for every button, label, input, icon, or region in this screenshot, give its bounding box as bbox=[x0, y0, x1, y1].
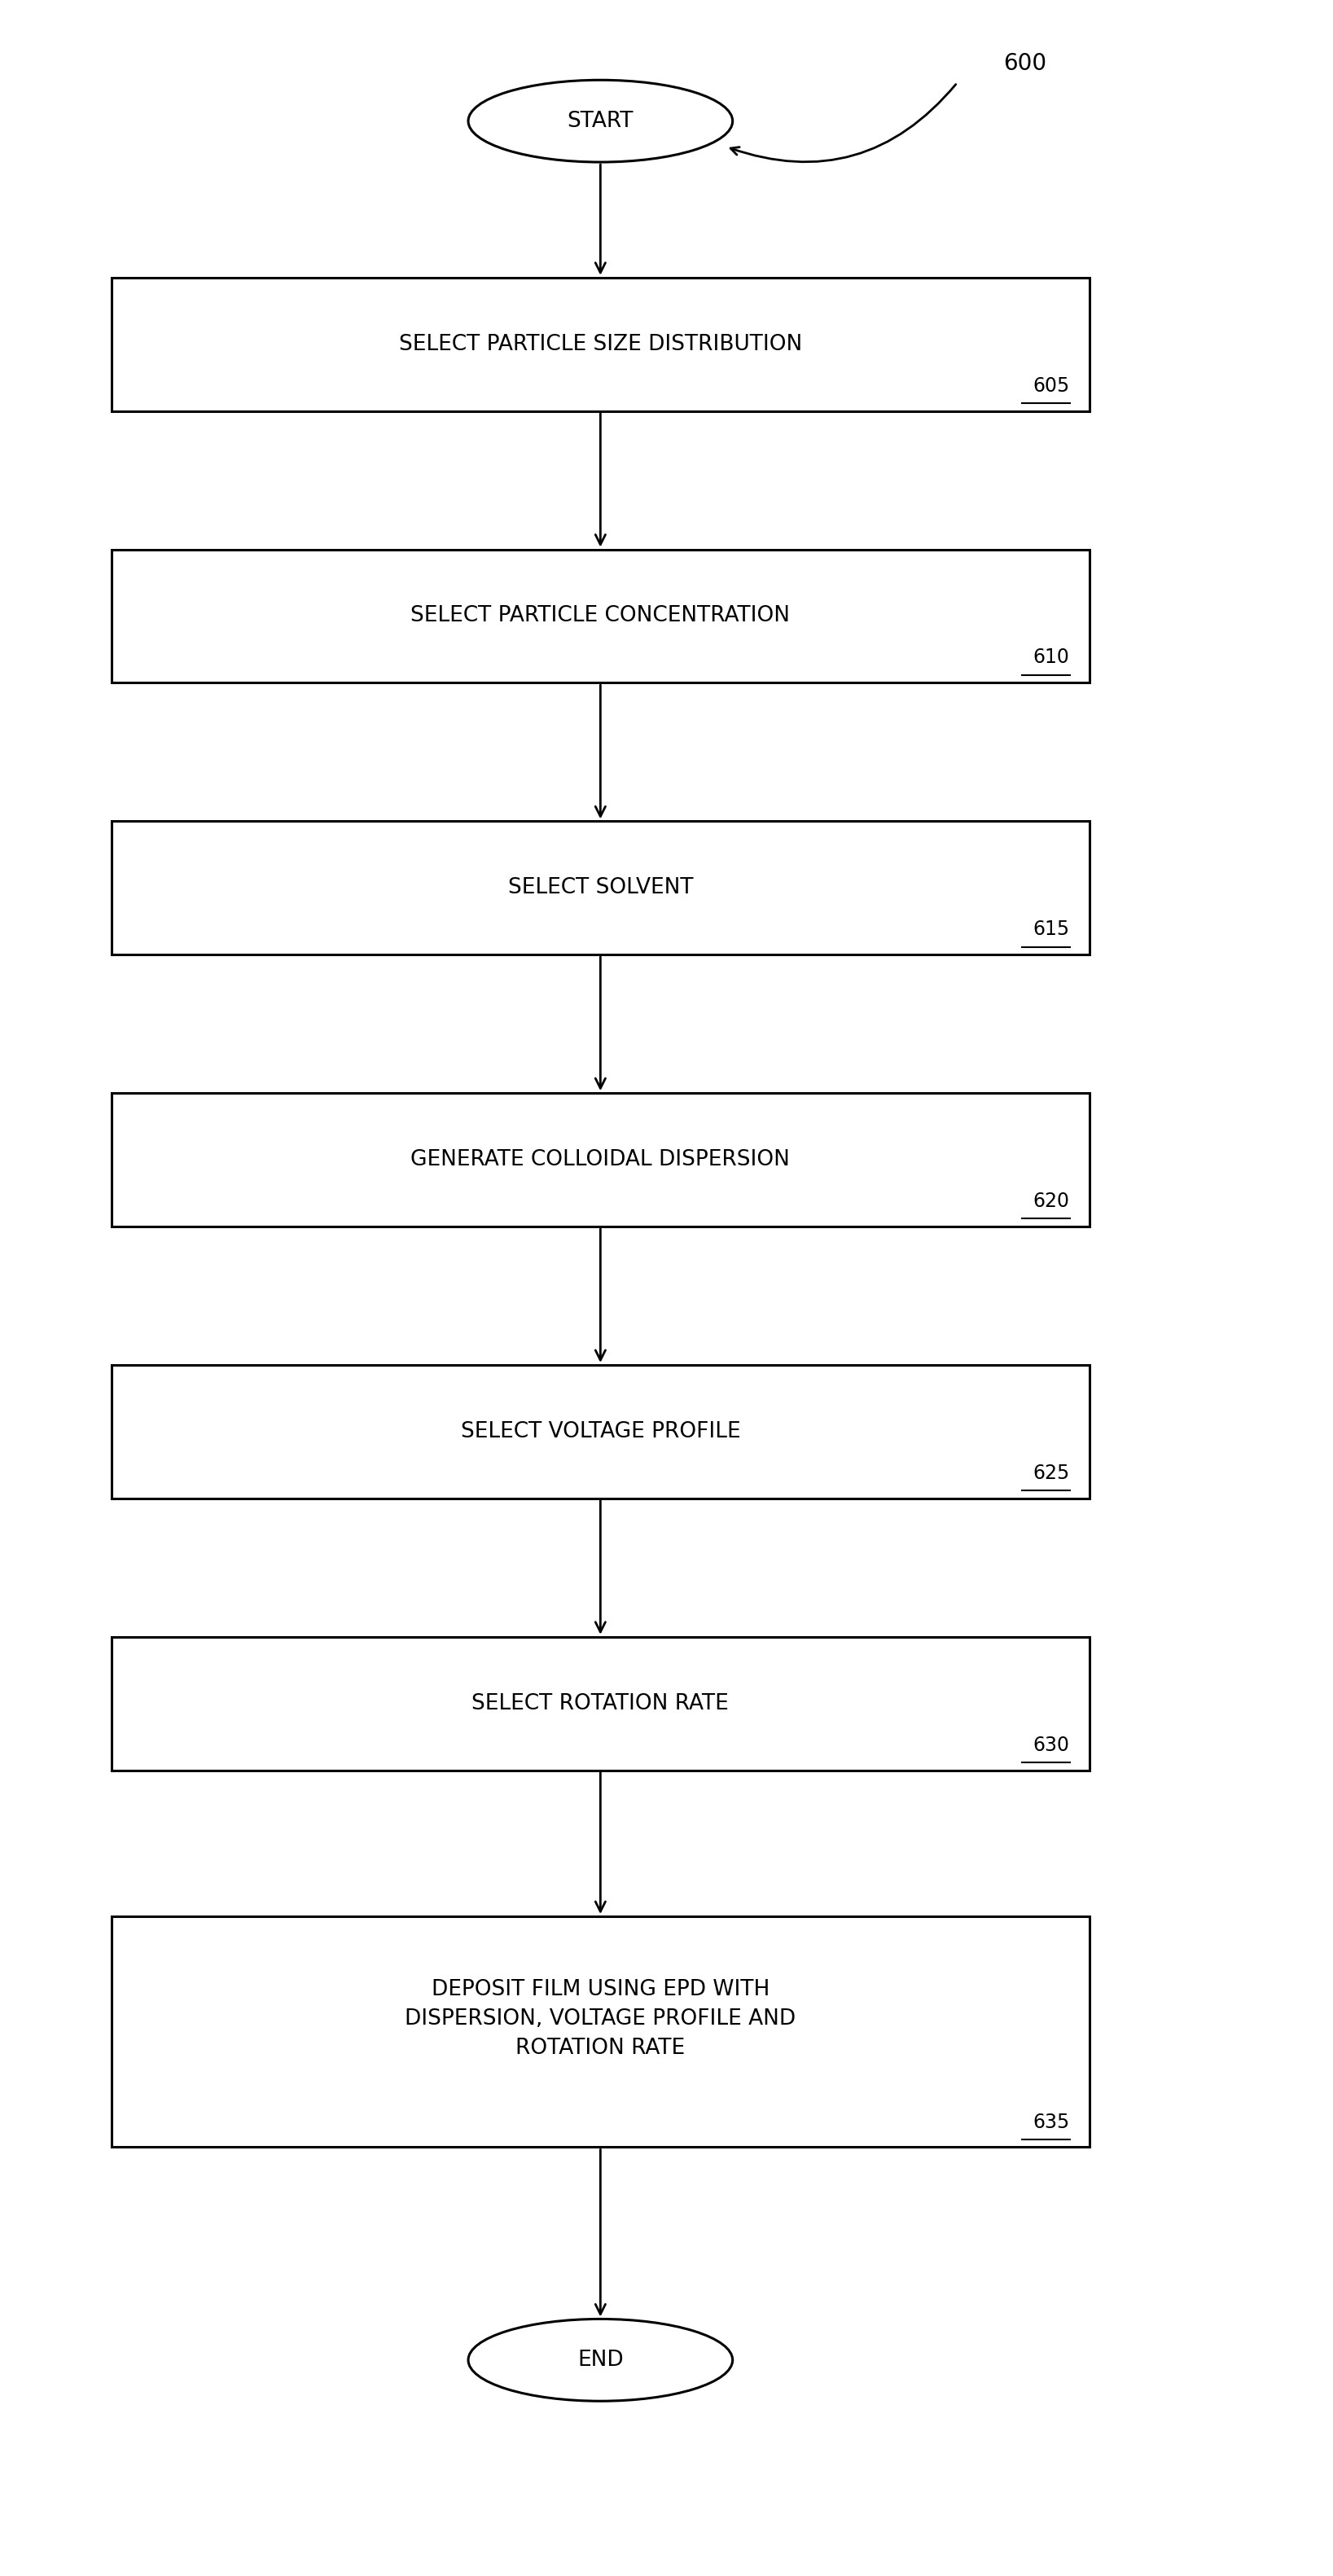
Bar bbox=[112, 1092, 1089, 1226]
Text: 620: 620 bbox=[1033, 1193, 1069, 1211]
Text: SELECT VOLTAGE PROFILE: SELECT VOLTAGE PROFILE bbox=[460, 1422, 740, 1443]
Bar bbox=[112, 822, 1089, 956]
Text: SELECT SOLVENT: SELECT SOLVENT bbox=[508, 878, 693, 899]
Text: 625: 625 bbox=[1033, 1463, 1069, 1484]
Text: 635: 635 bbox=[1033, 2112, 1069, 2133]
Bar bbox=[112, 1917, 1089, 2148]
Text: SELECT PARTICLE SIZE DISTRIBUTION: SELECT PARTICLE SIZE DISTRIBUTION bbox=[399, 335, 802, 355]
Text: DEPOSIT FILM USING EPD WITH
DISPERSION, VOLTAGE PROFILE AND
ROTATION RATE: DEPOSIT FILM USING EPD WITH DISPERSION, … bbox=[405, 1978, 796, 2058]
Text: END: END bbox=[577, 2349, 624, 2370]
Bar bbox=[112, 549, 1089, 683]
Text: 600: 600 bbox=[1004, 52, 1046, 75]
Bar bbox=[112, 1365, 1089, 1499]
Text: 610: 610 bbox=[1033, 647, 1069, 667]
Text: GENERATE COLLOIDAL DISPERSION: GENERATE COLLOIDAL DISPERSION bbox=[411, 1149, 790, 1170]
Text: 630: 630 bbox=[1033, 1736, 1069, 1754]
Bar bbox=[112, 278, 1089, 412]
Text: SELECT PARTICLE CONCENTRATION: SELECT PARTICLE CONCENTRATION bbox=[411, 605, 790, 626]
Text: 605: 605 bbox=[1033, 376, 1069, 397]
Text: 615: 615 bbox=[1033, 920, 1069, 940]
Text: SELECT ROTATION RATE: SELECT ROTATION RATE bbox=[472, 1692, 729, 1713]
Bar bbox=[112, 1636, 1089, 1770]
Text: START: START bbox=[568, 111, 633, 131]
